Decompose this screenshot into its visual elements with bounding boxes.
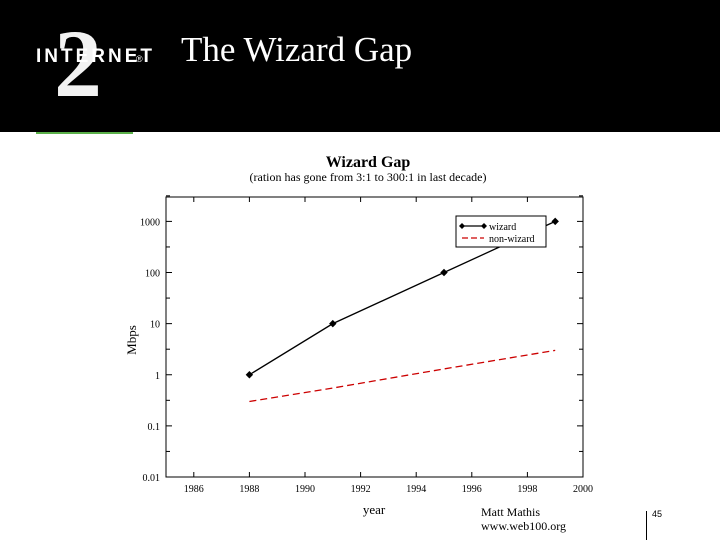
y-tick-label: 0.1 — [148, 422, 161, 433]
x-tick-label: 1994 — [406, 484, 426, 495]
data-point-wizard — [245, 371, 254, 379]
slide-title: The Wizard Gap — [181, 30, 413, 69]
page-number-rule — [646, 511, 647, 540]
chart-title: Wizard Gap — [326, 154, 411, 171]
x-tick-label: 1996 — [462, 484, 482, 495]
x-tick-label: 1998 — [517, 484, 537, 495]
author-credit: Matt Mathis www.web100.org — [481, 505, 566, 533]
legend-label-wizard: wizard — [489, 222, 516, 233]
y-axis-label: Mbps — [124, 325, 139, 355]
data-point-wizard — [329, 319, 337, 328]
y-tick-label: 1000 — [140, 217, 160, 228]
author-name: Matt Mathis — [481, 505, 540, 519]
logo-numeral: 2 — [54, 10, 102, 117]
page-number: 45 — [652, 509, 663, 519]
legend-label-non-wizard: non-wizard — [489, 234, 535, 245]
data-point-wizard — [440, 268, 448, 277]
data-point-wizard — [551, 217, 559, 226]
x-tick-label: 1992 — [351, 484, 371, 495]
registered-mark: ® — [136, 54, 143, 64]
x-tick-label: 2000 — [573, 484, 593, 495]
header-accent-rule — [36, 132, 133, 134]
logo-wordmark: INTERNET — [36, 46, 155, 67]
x-tick-label: 1986 — [184, 484, 204, 495]
plot-frame — [165, 196, 584, 478]
internet2-logo: 2 INTERNET ® — [36, 10, 156, 117]
x-tick-label: 1988 — [239, 484, 259, 495]
legend-marker-wizard — [481, 223, 487, 229]
author-url: www.web100.org — [481, 519, 566, 533]
y-tick-label: 0.01 — [143, 473, 161, 484]
legend-marker-wizard — [459, 223, 465, 229]
y-tick-label: 10 — [150, 320, 160, 331]
x-axis-label: year — [363, 502, 386, 517]
legend-box — [455, 215, 547, 248]
y-tick-label: 1 — [155, 371, 160, 382]
x-tick-label: 1990 — [295, 484, 315, 495]
y-tick-label: 100 — [145, 269, 160, 280]
slide-header: 2 INTERNET ® The Wizard Gap — [0, 0, 720, 132]
chart-subtitle: (ration has gone from 3:1 to 300:1 in la… — [250, 170, 487, 184]
wizard-gap-chart: Wizard Gap (ration has gone from 3:1 to … — [124, 154, 593, 517]
series-line-non-wizard — [249, 349, 556, 403]
axis-ticks: 1986 1988 1990 1992 1994 1996 1998 2000 0.01 0.1 1… — [140, 195, 593, 495]
